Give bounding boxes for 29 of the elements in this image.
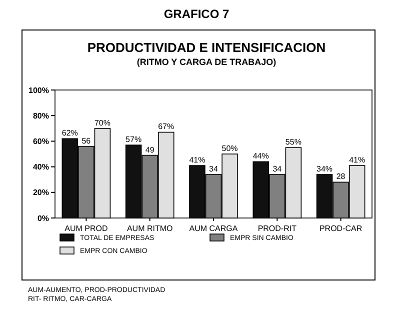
data-label: 70% — [94, 118, 110, 128]
x-tick-label: PROD-CAR — [319, 224, 362, 233]
y-tick-label: 40% — [32, 162, 49, 172]
chart-subtitle: (RITMO Y CARGA DE TRABAJO) — [136, 57, 276, 67]
data-label: 62% — [62, 128, 78, 138]
data-label: 34% — [316, 164, 333, 174]
y-tick-label: 60% — [32, 137, 49, 146]
chart-title: PRODUCTIVIDAD E INTENSIFICACION — [87, 40, 326, 55]
data-label: 34 — [209, 164, 218, 174]
x-tick-label: AUM RITMO — [126, 224, 173, 233]
data-label: 49 — [145, 145, 155, 154]
data-label: 50% — [222, 144, 238, 153]
text: GRAFICO 7 — [164, 7, 230, 21]
data-label: 55% — [285, 138, 302, 147]
data-label: 67% — [158, 122, 174, 132]
y-tick-label: 20% — [32, 188, 49, 198]
data-label: 44% — [252, 152, 269, 161]
data-label: 41% — [189, 156, 206, 165]
data-label: 57% — [126, 135, 142, 144]
data-label: 34 — [272, 164, 282, 174]
data-label: 56 — [82, 136, 92, 146]
y-tick-label: 80% — [32, 111, 49, 120]
x-tick-label: PROD-RIT — [258, 224, 297, 233]
data-label: 28 — [336, 172, 346, 182]
data-label: 41% — [349, 156, 366, 165]
x-tick-label: AUM CARGA — [189, 224, 238, 233]
y-tick-label: 100% — [28, 86, 49, 95]
y-tick-label: 0% — [37, 214, 49, 223]
x-tick-label: AUM PROD — [64, 224, 108, 233]
